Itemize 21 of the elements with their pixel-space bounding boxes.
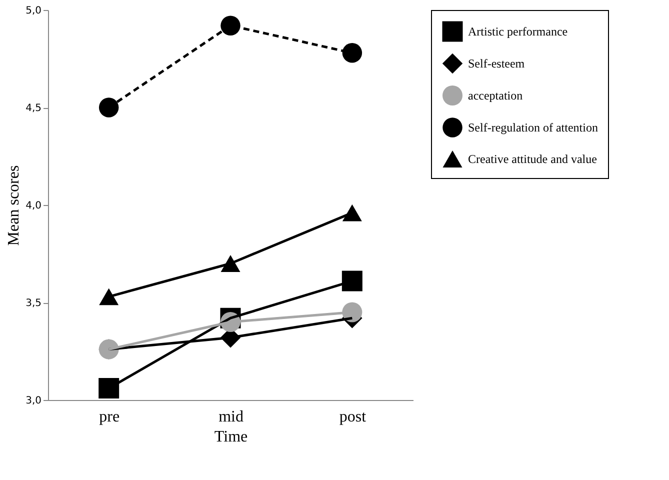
point <box>98 98 119 118</box>
y-tick-label: 5,0 <box>26 6 42 16</box>
legend-label: Creative attitude and value <box>468 152 597 166</box>
y-tick-label: 3,0 <box>26 396 42 406</box>
point <box>220 16 240 36</box>
legend-label: Self-esteem <box>468 56 526 70</box>
point <box>98 378 120 399</box>
y-axis-title: Mean scores <box>6 165 23 246</box>
x-tick-label: pre <box>99 408 120 426</box>
x-tick-label: post <box>339 408 367 426</box>
y-tick-label: 3,5 <box>26 298 42 309</box>
legend-label: acceptation <box>468 88 523 102</box>
y-tick-label: 4,0 <box>26 200 42 212</box>
legend-label: Artistic performance <box>468 24 568 38</box>
legend-label: Self-regulation of attention <box>468 120 598 134</box>
x-axis-title: Time <box>214 428 248 446</box>
point <box>342 270 362 292</box>
x-tick-label: mid <box>218 408 244 426</box>
y-tick-label: 4,5 <box>26 103 42 114</box>
point <box>99 288 119 306</box>
point <box>342 43 362 63</box>
